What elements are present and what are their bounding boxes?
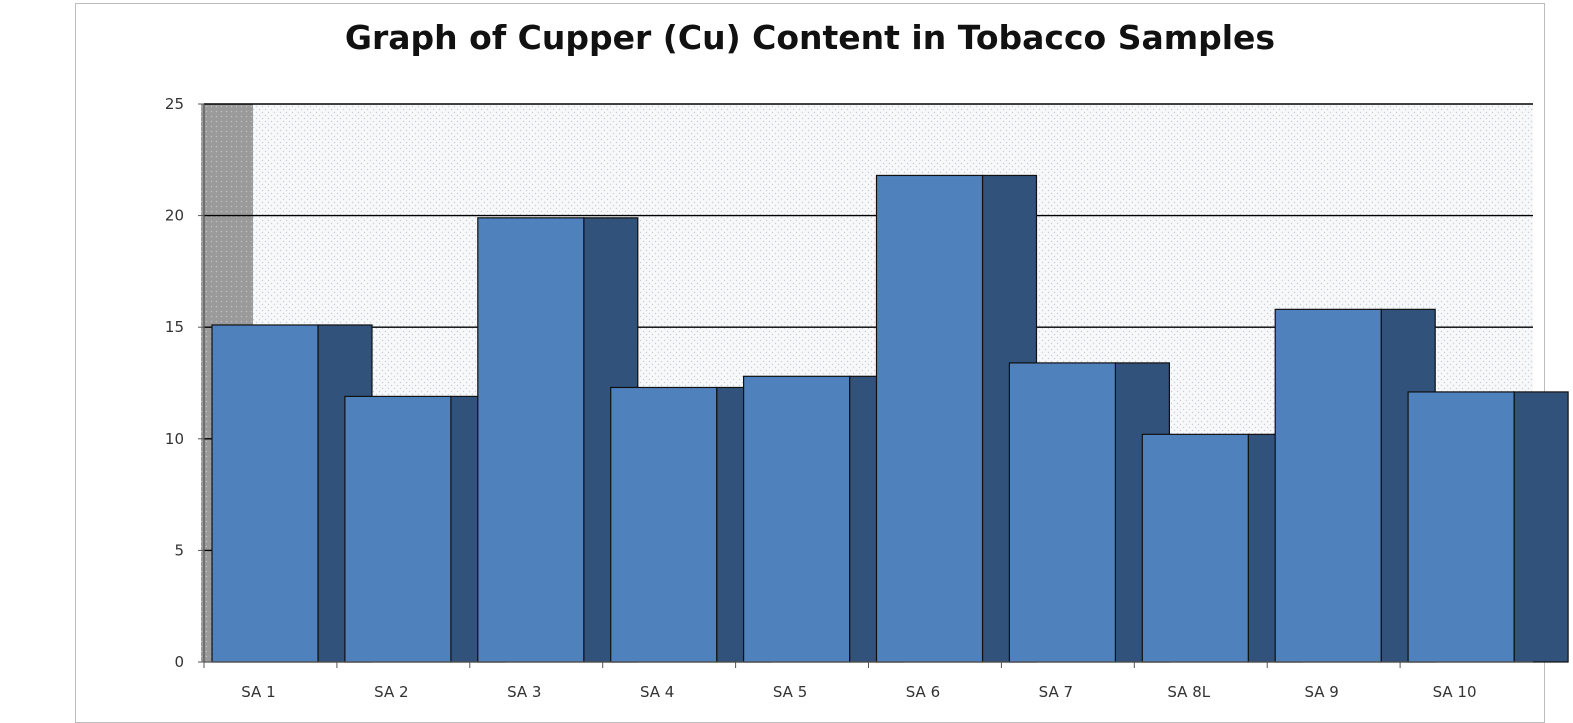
y-tick-labels: 0 5 10 15 20 25 — [165, 95, 184, 671]
bar-sa-10 — [1407, 391, 1515, 663]
y-tick-label-25: 25 — [165, 95, 184, 113]
y-tick-label-15: 15 — [165, 318, 184, 336]
x-tick-label-sa-6: SA 6 — [906, 683, 940, 701]
x-tick-labels: SA 1 SA 2 SA 3 SA 4 SA 5 SA 6 SA 7 SA 8L SA 9 SA … — [241, 683, 1476, 701]
x-tick-label-sa-4: SA 4 — [640, 683, 674, 701]
bar-sa-3 — [477, 217, 585, 663]
bar-sa-5 — [742, 375, 851, 663]
bar-sa-8l — [1141, 433, 1249, 663]
bar-side-sa-10 — [1513, 391, 1569, 663]
x-tick-label-sa-10: SA 10 — [1433, 683, 1477, 701]
x-tick-label-sa-5: SA 5 — [773, 683, 807, 701]
x-tick-label-sa-8l: SA 8L — [1167, 683, 1210, 701]
bar-sa-7 — [1008, 362, 1117, 663]
bar-sa-1 — [211, 324, 319, 663]
bar-sa-4 — [610, 386, 718, 663]
chart-title: Graph of Cupper (Cu) Content in Tobacco … — [344, 18, 1276, 57]
bar-sa-9 — [1274, 308, 1382, 663]
x-tick-label-sa-9: SA 9 — [1304, 683, 1338, 701]
bar-sa-6 — [875, 174, 984, 663]
bars — [211, 174, 1569, 663]
y-tick-label-20: 20 — [165, 207, 184, 225]
x-tick-label-sa-3: SA 3 — [507, 683, 541, 701]
x-tick-label-sa-7: SA 7 — [1039, 683, 1073, 701]
axes — [203, 104, 1533, 663]
x-tick-label-sa-1: SA 1 — [241, 683, 275, 701]
y-tick-label-10: 10 — [165, 430, 184, 448]
y-tick-label-0: 0 — [174, 653, 184, 671]
x-tick-label-sa-2: SA 2 — [374, 683, 408, 701]
y-tick-label-5: 5 — [174, 541, 184, 559]
bar-sa-2 — [344, 395, 452, 663]
